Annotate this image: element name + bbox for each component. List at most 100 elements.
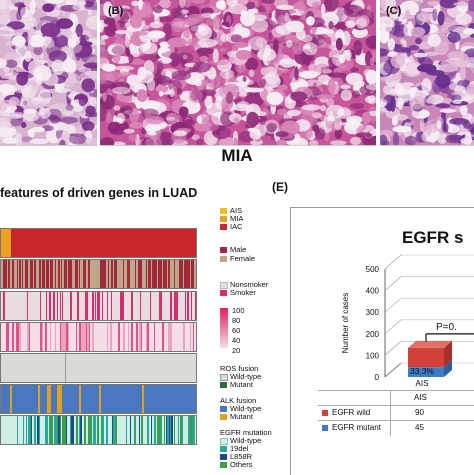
tissue-cell — [294, 66, 298, 80]
gridline-depth — [385, 255, 401, 269]
tissue-cell — [257, 48, 276, 61]
tissue-cell — [391, 55, 405, 68]
legend-swatch-mia — [220, 216, 227, 222]
tissue-cell — [30, 0, 36, 14]
y-tick-label: 300 — [366, 308, 380, 317]
tissue-cell — [140, 42, 158, 54]
tissue-cell — [277, 109, 288, 116]
tissue-cell — [460, 138, 472, 144]
tissue-cell — [31, 127, 45, 133]
track-sex — [0, 259, 197, 289]
tissue-cell — [219, 48, 227, 52]
tissue-cell — [234, 117, 240, 125]
tissue-cell — [125, 32, 130, 48]
tissue-cell — [66, 105, 74, 111]
table-value-mutant: 45 — [415, 423, 424, 432]
tissue-cell — [426, 99, 432, 104]
legend-swatch-egfr-19del — [220, 446, 227, 452]
tissue-cell — [213, 16, 221, 30]
tissue-cell — [148, 131, 157, 135]
tissue-cell — [137, 89, 148, 102]
tissue-cell — [128, 134, 137, 141]
tissue-cell — [102, 64, 116, 72]
tissue-cell — [346, 73, 363, 85]
tissue-cell — [81, 78, 95, 92]
tissue-cell — [82, 121, 95, 131]
tissue-cell — [436, 103, 451, 108]
tissue-cell — [428, 34, 441, 47]
histology-caption: MIA — [0, 146, 474, 166]
tissue-cell — [350, 137, 361, 145]
tissue-cell — [16, 72, 28, 85]
tissue-cell — [320, 105, 326, 111]
tissue-cell — [409, 45, 420, 50]
tissue-cell — [173, 130, 187, 136]
tissue-cell — [366, 65, 371, 69]
table-row-divider-1 — [318, 405, 474, 406]
tissue-cell — [345, 20, 355, 28]
tissue-cell — [177, 52, 193, 64]
tissue-cell — [352, 90, 360, 98]
y-tick-label: 100 — [366, 351, 380, 360]
tissue-cell — [239, 92, 247, 96]
tissue-cell — [440, 64, 458, 73]
tissue-cell — [171, 18, 185, 33]
gridline-depth — [385, 341, 401, 355]
tissue-cell — [325, 121, 335, 129]
tissue-cell — [195, 79, 202, 86]
legend-iac: IAC — [230, 222, 243, 231]
tissue-cell — [69, 134, 87, 145]
tissue-cell — [267, 92, 284, 105]
tissue-cell — [39, 108, 50, 119]
tissue-cell — [27, 101, 47, 107]
tissue-cell — [236, 50, 252, 60]
tissue-cell — [188, 88, 202, 103]
tissue-cell — [218, 0, 226, 10]
tissue-cell — [309, 140, 318, 145]
y-axis-label: Number of cases — [341, 293, 350, 353]
tissue-cell — [328, 72, 347, 77]
tissue-cell — [71, 73, 80, 83]
tissue-cell — [171, 71, 191, 81]
tissue-cell — [370, 57, 374, 66]
tissue-cell — [392, 126, 411, 133]
tissue-cell — [21, 122, 26, 128]
tissue-cell — [34, 85, 45, 90]
tissue-cell — [213, 48, 219, 63]
tissue-cell — [236, 42, 248, 48]
tissue-cell — [347, 119, 360, 130]
track-ros — [0, 353, 197, 383]
tissue-cell — [29, 17, 36, 24]
legend-smoker: Smoker — [230, 288, 256, 297]
tissue-cell — [51, 59, 64, 75]
tissue-cell — [284, 13, 289, 22]
egfr-table: AIS EGFR wild 90 EGFR mutant 45 — [318, 390, 474, 436]
tissue-cell — [385, 27, 392, 32]
tissue-cell — [249, 69, 255, 77]
histology-image-c — [380, 0, 474, 146]
tissue-cell — [290, 91, 307, 101]
legend-male: Male — [230, 245, 246, 254]
tissue-cell — [5, 134, 13, 141]
tissue-cell — [23, 109, 40, 121]
legend-swatch-nonsmoker — [220, 282, 228, 289]
tissue-cell — [89, 97, 96, 107]
tissue-cell — [421, 132, 428, 141]
track-heat — [0, 322, 197, 352]
track-heat-stripe — [194, 323, 196, 351]
tissue-cell — [266, 72, 280, 85]
tissue-cell — [198, 39, 217, 48]
tissue-cell — [297, 0, 306, 12]
tissue-cell — [330, 140, 346, 145]
tissue-cell — [345, 49, 351, 61]
tissue-cell — [160, 45, 168, 54]
y-tick-label: 0 — [375, 373, 380, 382]
tissue-cell — [201, 89, 216, 96]
table-label-mutant: EGFR mutant — [332, 423, 381, 432]
tissue-cell — [107, 43, 125, 55]
legend-scale-40: 40 — [232, 336, 240, 345]
tissue-cell — [56, 18, 73, 29]
tissue-cell — [159, 91, 164, 96]
tissue-cell — [411, 111, 420, 117]
tissue-cell — [431, 135, 435, 143]
